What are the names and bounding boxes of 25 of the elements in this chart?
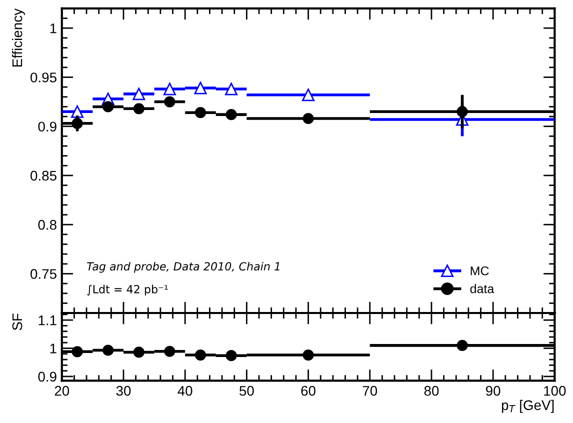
- y-tick-label: 0.8: [38, 220, 56, 230]
- x-tick-label: 80: [424, 386, 439, 396]
- annotation: Tag and probe, Data 2010, Chain 1: [87, 262, 280, 273]
- annotation: ∫Ldt = 42 pb⁻¹: [87, 284, 168, 296]
- x-tick-label: 50: [240, 386, 254, 396]
- y-tick-label: 1: [50, 24, 56, 34]
- x-tick-label: 70: [362, 386, 378, 396]
- x-tick-label: 60: [301, 386, 316, 396]
- x-tick-label: 30: [116, 386, 131, 396]
- legend-label: MC: [470, 266, 489, 276]
- x-tick-label: 40: [178, 386, 192, 396]
- y-tick-label: 0.75: [30, 269, 56, 279]
- y-tick-label: 1.1: [38, 316, 56, 326]
- x-axis-title: p$_{T}$ [GeV]: [502, 400, 554, 413]
- y-tick-label: 0.9: [38, 122, 56, 132]
- y-tick-label: 1: [50, 344, 56, 354]
- x-tick-label: 100: [544, 386, 566, 396]
- x-tick-label: 90: [486, 386, 500, 396]
- y-tick-label: 0.85: [30, 170, 56, 181]
- legend-label: data: [470, 284, 494, 294]
- y-axis-title: Efficiency: [12, 8, 25, 67]
- y-axis-title: SF: [12, 314, 22, 330]
- y-tick-label: 0.9: [38, 372, 56, 382]
- y-tick-label: 0.95: [30, 72, 56, 82]
- x-tick-label: 20: [54, 386, 70, 396]
